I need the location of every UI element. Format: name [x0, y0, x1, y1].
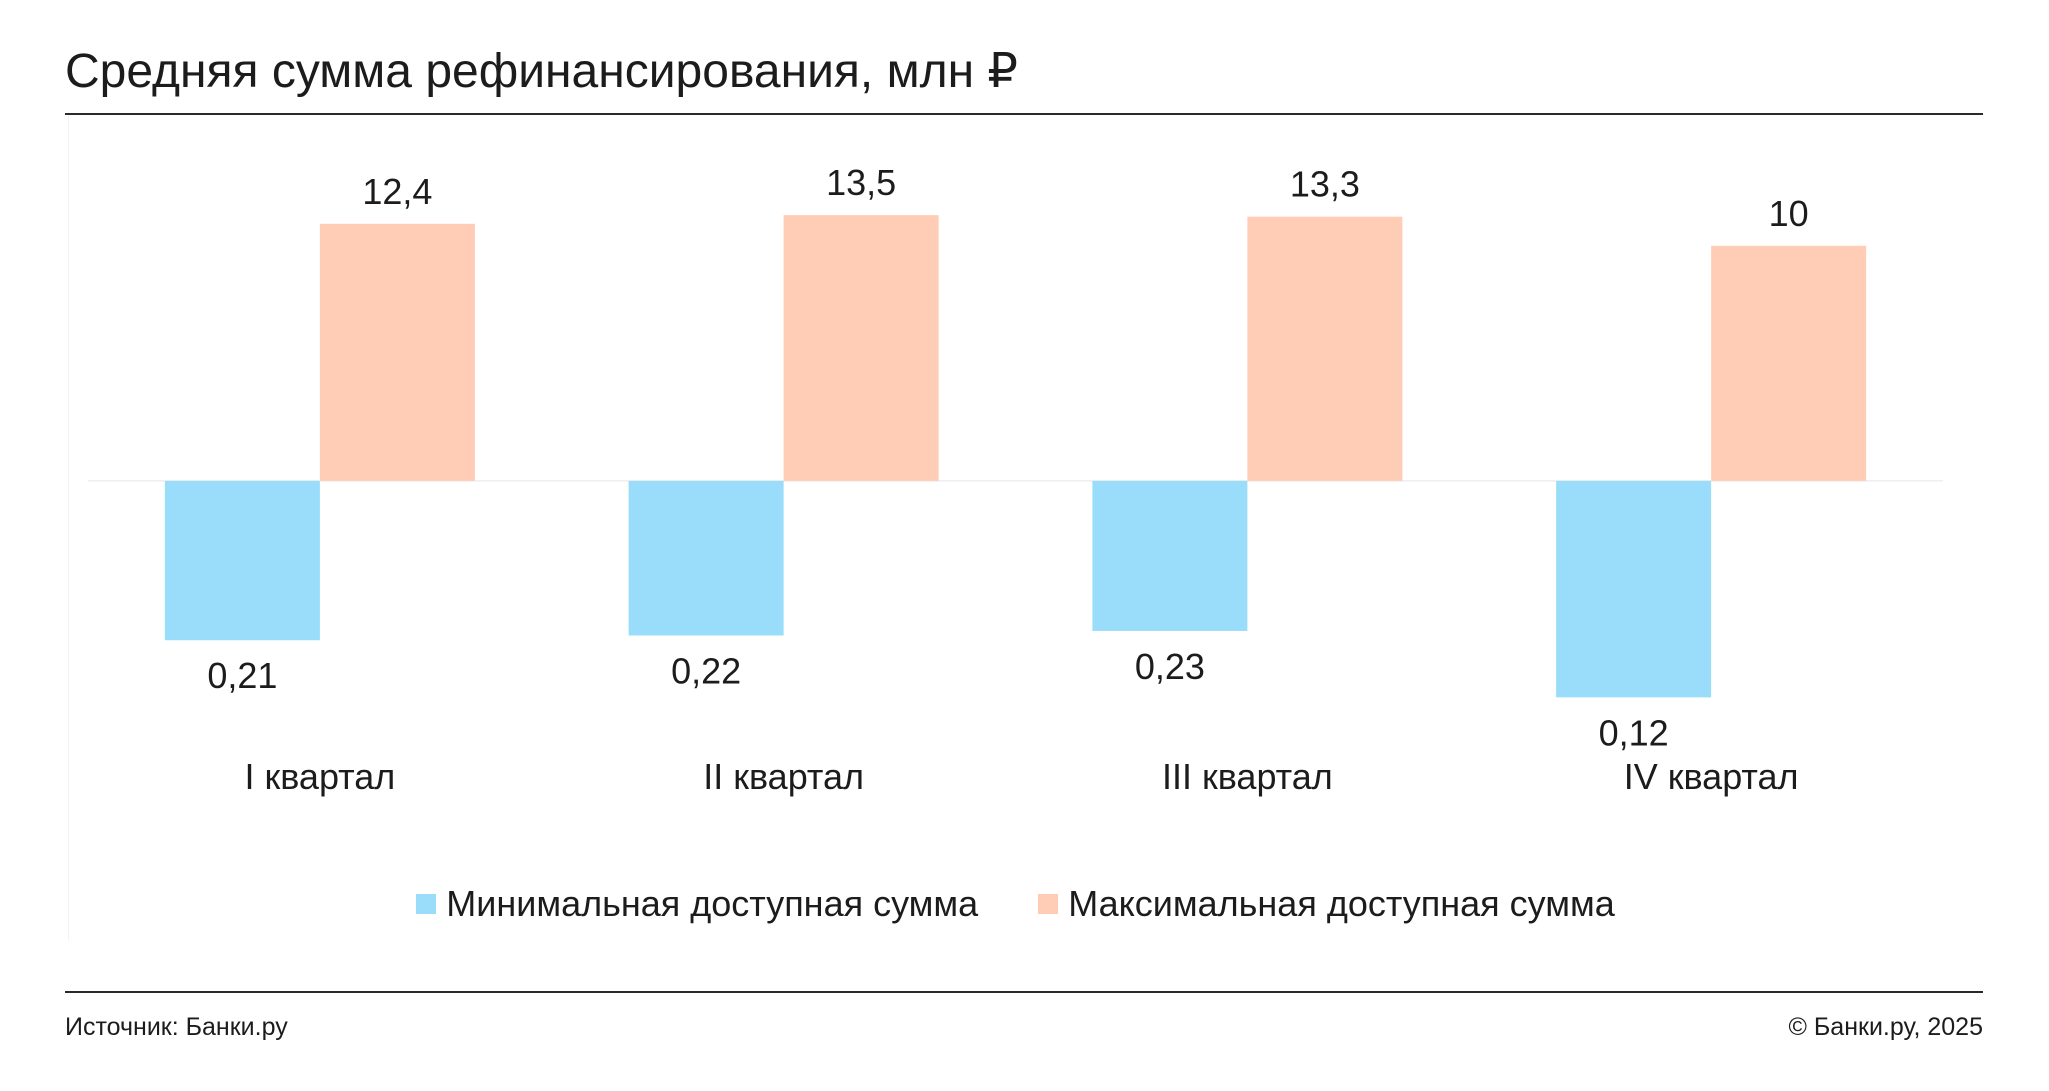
max-amount-bar-q4 — [1711, 245, 1867, 481]
max-amount-value-label-q3: 13,3 — [1290, 164, 1360, 205]
legend-swatch-max-amount — [1038, 894, 1059, 914]
max-amount-bar-q3 — [1247, 216, 1403, 481]
source-note: Источник: Банки.ру — [65, 1013, 288, 1041]
min-amount-bar-q4 — [1556, 480, 1712, 698]
min-amount-bar-q2 — [628, 480, 784, 636]
plot-area-border — [68, 115, 69, 941]
min-amount-bar-q3 — [1092, 480, 1248, 631]
max-amount-bar-q1 — [319, 223, 475, 481]
min-amount-value-label-q2: 0,22 — [671, 650, 741, 691]
min-amount-value-label-q4: 0,12 — [1599, 712, 1669, 753]
min-amount-value-label-q1: 0,21 — [207, 655, 277, 696]
legend-label-min-amount: Минимальная доступная сумма — [446, 883, 979, 924]
legend-item-max-amount: Максимальная доступная сумма — [1038, 884, 1615, 924]
footer-divider — [65, 991, 1983, 993]
max-amount-value-label-q1: 12,4 — [362, 171, 432, 212]
category-label-q2: II квартал — [703, 756, 864, 797]
footer: Источник: Банки.ру © Банки.ру, 2025 — [65, 1012, 1983, 1042]
copyright-note: © Банки.ру, 2025 — [1788, 1013, 1983, 1041]
category-label-q3: III квартал — [1162, 756, 1333, 797]
max-amount-bar-q2 — [783, 215, 939, 481]
min-amount-value-label-q3: 0,23 — [1135, 646, 1205, 687]
legend: Минимальная доступная сумма Максимальная… — [88, 884, 1943, 924]
max-amount-value-label-q4: 10 — [1769, 193, 1809, 234]
min-amount-bar-q1 — [164, 480, 320, 641]
category-label-q4: IV квартал — [1624, 756, 1799, 797]
category-label-q1: I квартал — [244, 756, 395, 797]
legend-item-min-amount: Минимальная доступная сумма — [416, 884, 978, 924]
max-amount-value-label-q2: 13,5 — [826, 162, 896, 203]
legend-swatch-min-amount — [416, 894, 437, 914]
legend-label-max-amount: Максимальная доступная сумма — [1068, 883, 1615, 924]
title-divider — [65, 113, 1983, 115]
chart-title: Средняя сумма рефинансирования, млн ₽ — [65, 45, 1018, 98]
